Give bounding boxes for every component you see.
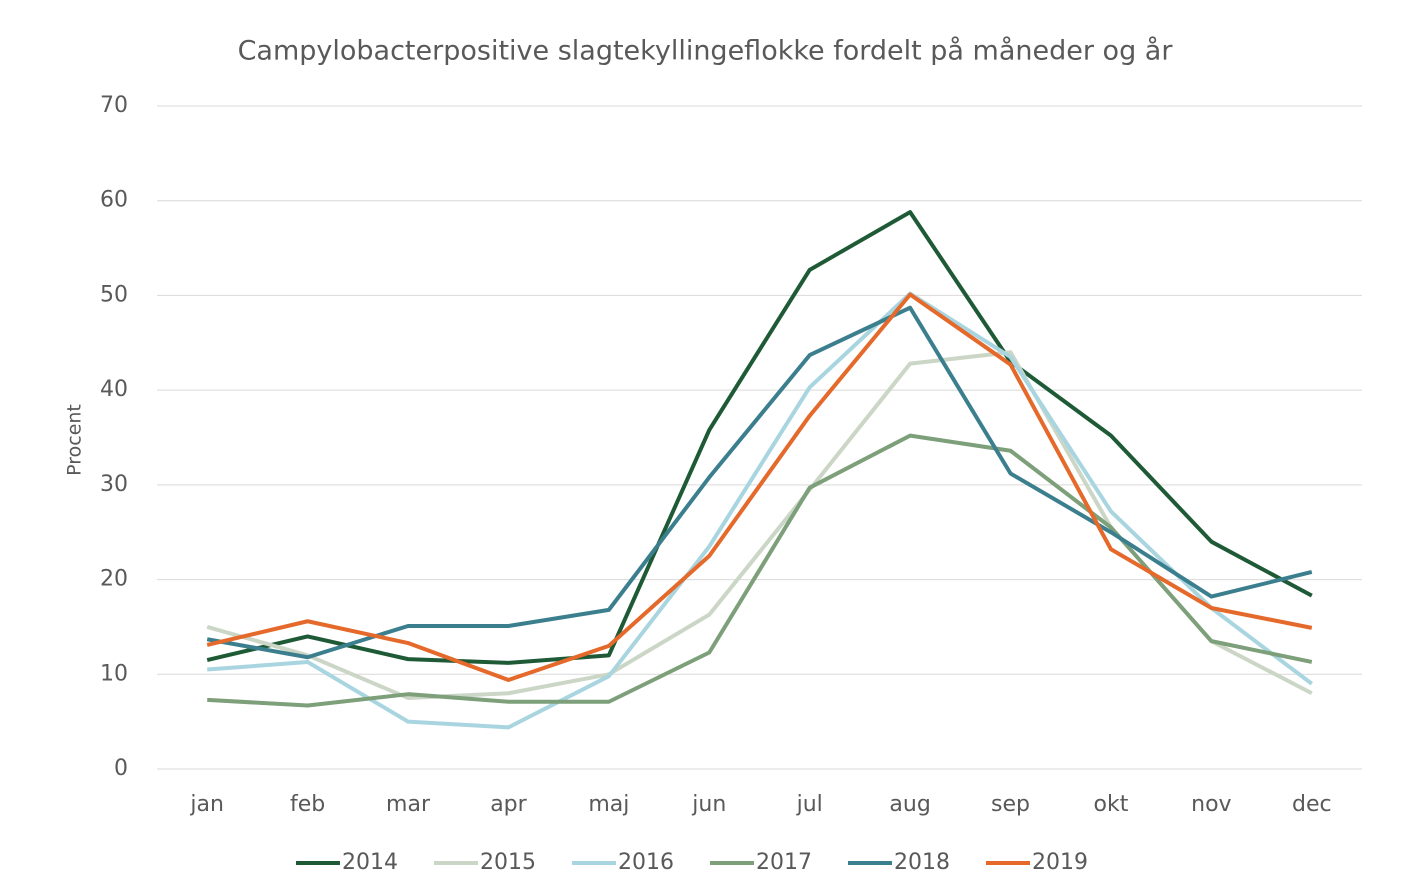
- legend-label: 2018: [894, 850, 950, 875]
- y-tick-label: 20: [100, 567, 128, 592]
- legend-label: 2017: [756, 850, 812, 875]
- x-tick-label: jun: [691, 792, 726, 817]
- legend-label: 2015: [480, 850, 536, 875]
- legend-label: 2019: [1032, 850, 1088, 875]
- y-tick-label: 60: [100, 188, 128, 213]
- y-tick-label: 0: [114, 756, 128, 781]
- chart-title: Campylobacterpositive slagtekyllingeflok…: [238, 36, 1174, 67]
- series-line: [207, 291, 1313, 730]
- series-line: [206, 210, 1313, 665]
- x-tick-label: maj: [588, 792, 629, 817]
- x-tick-label: apr: [490, 792, 527, 817]
- series-line: [206, 292, 1313, 682]
- series-line: [207, 433, 1313, 708]
- x-tick-label: jan: [189, 792, 224, 817]
- y-tick-label: 10: [100, 661, 128, 686]
- y-tick-label: 70: [100, 93, 128, 118]
- x-tick-label: okt: [1094, 792, 1129, 817]
- x-tick-label: jul: [796, 792, 823, 817]
- x-tick-label: feb: [290, 792, 325, 817]
- x-tick-label: nov: [1191, 792, 1231, 817]
- x-tick-label: aug: [889, 792, 930, 817]
- x-tick-label: dec: [1292, 792, 1332, 817]
- x-tick-label: sep: [991, 792, 1030, 817]
- y-tick-label: 30: [100, 472, 128, 497]
- x-tick-label: mar: [386, 792, 431, 817]
- y-axis-title: Procent: [64, 404, 86, 476]
- series-line: [206, 350, 1313, 700]
- legend-label: 2014: [342, 850, 398, 875]
- y-tick-label: 40: [100, 377, 128, 402]
- series-line: [206, 305, 1313, 660]
- y-tick-label: 50: [100, 282, 128, 307]
- legend-label: 2016: [618, 850, 674, 875]
